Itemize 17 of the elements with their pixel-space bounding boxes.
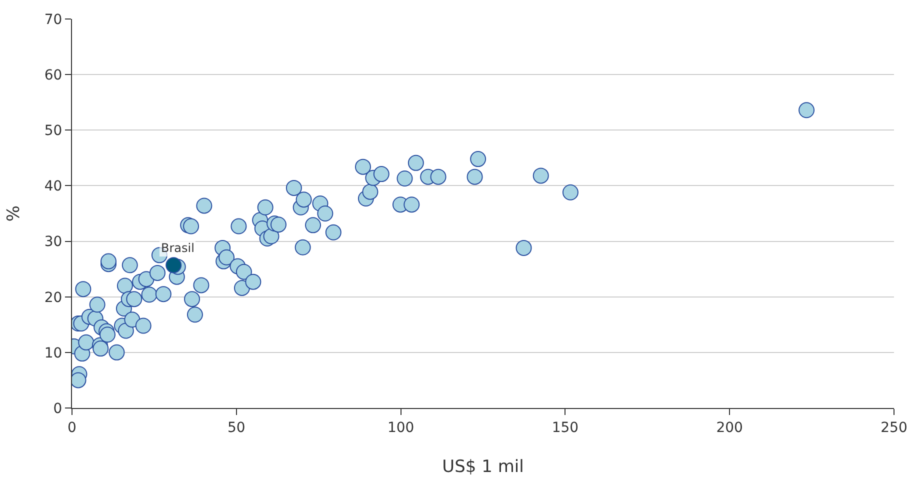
y-tick-label: 70	[44, 12, 62, 28]
annotation: Brasil	[161, 241, 194, 255]
y-tick-label: 20	[44, 290, 62, 306]
y-axis-title: %	[4, 205, 24, 222]
x-tick-label: 250	[880, 420, 908, 436]
y-tick-label: 30	[44, 234, 62, 250]
y-tick-label: 0	[53, 400, 62, 417]
y-tick-label: 60	[44, 67, 62, 84]
x-tick-label: 150	[552, 420, 579, 436]
y-tick-label: 50	[44, 123, 62, 140]
x-tick-label: 0	[68, 420, 76, 436]
x-tick-label: 200	[716, 420, 743, 436]
y-tick-label: 10	[44, 345, 62, 362]
x-tick-label: 50	[227, 420, 246, 436]
x-axis-title: US$ 1 mil	[442, 457, 524, 478]
x-tick-label: 100	[387, 420, 414, 436]
y-tick-label: 40	[44, 178, 62, 195]
